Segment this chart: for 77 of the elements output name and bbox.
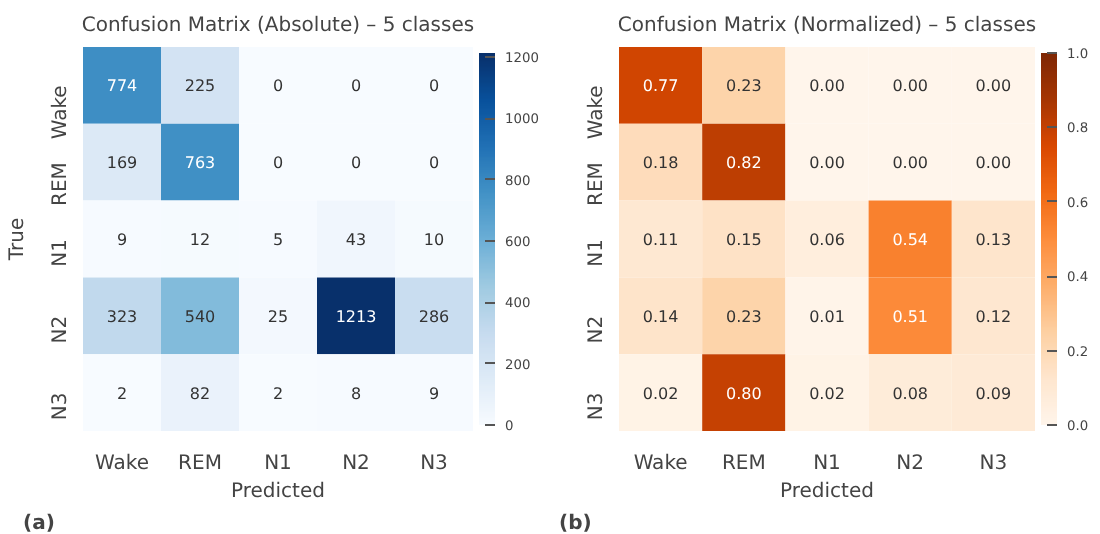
data-label: 0.80 bbox=[725, 384, 762, 403]
x-tick-label: N1 bbox=[813, 453, 841, 475]
y-tick-label: Wake bbox=[586, 85, 608, 140]
x-axis-title: Predicted bbox=[780, 481, 874, 503]
data-label: 0.08 bbox=[892, 384, 929, 403]
data-label: 0.14 bbox=[642, 307, 679, 326]
x-tick-label: N3 bbox=[979, 453, 1008, 475]
data-label: 25 bbox=[267, 307, 289, 326]
data-label: 43 bbox=[345, 231, 367, 249]
x-tick-label: N2 bbox=[896, 453, 925, 475]
data-label: 0.11 bbox=[642, 231, 679, 249]
data-label: 8 bbox=[350, 384, 362, 403]
data-label: 1213 bbox=[335, 307, 377, 326]
data-label: 0.12 bbox=[975, 307, 1012, 326]
chart-title: Confusion Matrix (Normalized) – 5 classes bbox=[617, 15, 1037, 37]
x-tick-label: Wake bbox=[95, 453, 149, 475]
data-label: 82 bbox=[189, 384, 211, 403]
x-tick-label: Wake bbox=[633, 453, 688, 475]
y-tick-label: N3 bbox=[50, 392, 72, 421]
data-label: 0.54 bbox=[892, 231, 929, 249]
data-label: 0.15 bbox=[725, 231, 762, 249]
data-label: 0 bbox=[350, 77, 362, 96]
data-label: 323 bbox=[106, 307, 138, 326]
data-label: 0 bbox=[350, 154, 362, 173]
data-label: 0 bbox=[428, 154, 440, 173]
data-label: 0.09 bbox=[975, 384, 1012, 403]
y-tick-label: N2 bbox=[50, 315, 72, 344]
text: (a) bbox=[23, 513, 55, 534]
data-label: 0.02 bbox=[809, 384, 845, 403]
data-label: 0.00 bbox=[975, 154, 1012, 173]
data-label: 0.06 bbox=[809, 231, 845, 249]
data-label: 0.23 bbox=[725, 307, 762, 326]
y-tick-label: REM bbox=[586, 162, 608, 206]
data-label: 286 bbox=[418, 307, 450, 326]
data-label: 0 bbox=[428, 77, 440, 96]
data-label: 763 bbox=[184, 154, 216, 173]
chart-title: Confusion Matrix (Absolute) – 5 classes bbox=[81, 15, 475, 37]
data-label: 774 bbox=[106, 77, 138, 96]
data-label: 0.00 bbox=[809, 77, 845, 96]
data-label: 0.02 bbox=[642, 384, 679, 403]
y-tick-label: N1 bbox=[586, 239, 608, 267]
data-label: 0.18 bbox=[642, 154, 679, 173]
data-label: 0.82 bbox=[725, 154, 762, 173]
y-tick-label: N3 bbox=[586, 392, 608, 421]
y-tick-label: N1 bbox=[50, 239, 72, 267]
data-label: 0.00 bbox=[892, 77, 929, 96]
data-label: 0.01 bbox=[809, 307, 845, 326]
data-label: 9 bbox=[428, 384, 440, 403]
x-tick-label: REM bbox=[721, 453, 766, 475]
y-tick-label: REM bbox=[50, 162, 72, 206]
data-label: 0.51 bbox=[892, 307, 929, 326]
data-label: 169 bbox=[106, 154, 138, 173]
y-axis-title: True bbox=[7, 217, 29, 263]
data-label: 0.00 bbox=[809, 154, 845, 173]
x-tick-label: REM bbox=[178, 453, 222, 475]
data-label: 0.00 bbox=[975, 77, 1012, 96]
data-label: 225 bbox=[184, 77, 216, 96]
data-label: 12 bbox=[189, 231, 211, 249]
data-label: 0.23 bbox=[725, 77, 762, 96]
data-label: 5 bbox=[272, 231, 284, 249]
x-tick-label: N1 bbox=[264, 453, 292, 475]
text: (b) bbox=[559, 513, 592, 534]
data-label: 0.00 bbox=[892, 154, 929, 173]
data-label: 0.77 bbox=[642, 77, 679, 96]
data-label: 10 bbox=[423, 231, 445, 249]
x-tick-label: N2 bbox=[342, 453, 370, 475]
data-label: 0 bbox=[272, 154, 284, 173]
data-label: 540 bbox=[184, 307, 216, 326]
data-label: 0.13 bbox=[975, 231, 1012, 249]
y-tick-label: Wake bbox=[50, 85, 72, 140]
x-tick-label: N3 bbox=[420, 453, 448, 475]
y-tick-label: N2 bbox=[586, 315, 608, 344]
data-label: 2 bbox=[272, 384, 284, 403]
data-label: 2 bbox=[116, 384, 128, 403]
data-label: 0 bbox=[272, 77, 284, 96]
data-label: 9 bbox=[116, 231, 128, 249]
x-axis-title: Predicted bbox=[231, 481, 325, 503]
